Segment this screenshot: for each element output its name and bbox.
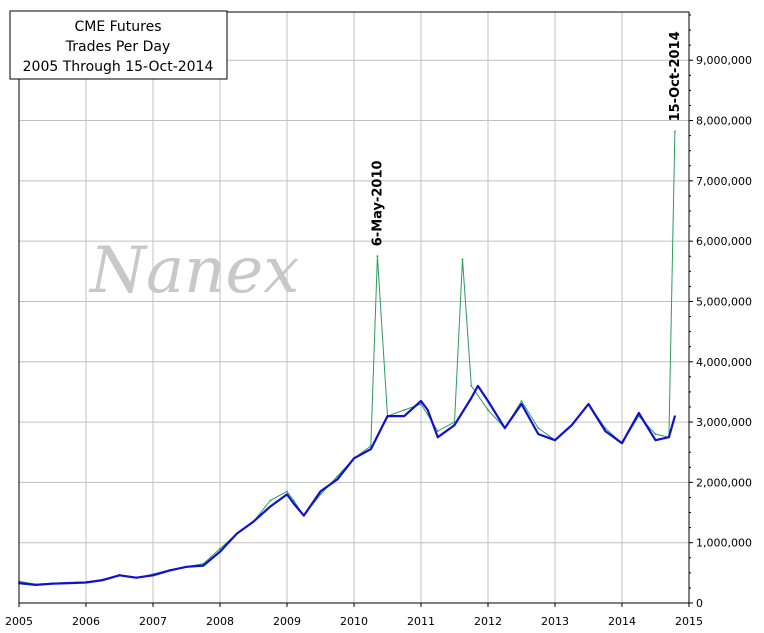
average-point xyxy=(152,574,154,577)
x-tick-label: 2014 xyxy=(608,615,636,628)
daily-point xyxy=(520,400,523,402)
average-point xyxy=(487,400,489,402)
average-point xyxy=(453,424,456,426)
daily-point xyxy=(654,433,657,435)
average-point xyxy=(537,433,540,435)
daily-point xyxy=(336,475,339,478)
title-line-2: Trades Per Day xyxy=(65,39,170,55)
average-point xyxy=(470,397,473,399)
average-point xyxy=(353,457,355,460)
average-point xyxy=(34,584,37,586)
average-point xyxy=(235,532,238,535)
average-point xyxy=(302,514,305,517)
average-point xyxy=(85,581,87,584)
average-point xyxy=(202,564,205,567)
average-point xyxy=(554,439,556,442)
daily-point xyxy=(487,409,489,411)
x-tick-label: 2013 xyxy=(541,615,569,628)
x-tick-label: 2006 xyxy=(72,615,100,628)
average-point xyxy=(426,409,429,411)
daily-point xyxy=(470,385,473,387)
x-tick-label: 2009 xyxy=(273,615,301,628)
grid xyxy=(19,12,689,603)
average-point xyxy=(219,550,221,553)
average-point xyxy=(403,415,406,417)
average-point xyxy=(286,493,288,496)
x-tick-label: 2011 xyxy=(407,615,435,628)
title-box: CME Futures Trades Per Day 2005 Through … xyxy=(9,10,228,80)
daily-point xyxy=(376,255,379,258)
average-point xyxy=(570,424,573,426)
annotation-label: 6-May-2010 xyxy=(370,160,385,246)
y-tick-label: 8,000,000 xyxy=(696,115,752,128)
average-point xyxy=(654,439,657,442)
daily-point xyxy=(403,409,406,411)
average-point xyxy=(369,448,372,451)
x-tick-label: 2007 xyxy=(139,615,167,628)
daily-point xyxy=(674,130,676,133)
average-point xyxy=(621,442,623,445)
y-tick-label: 3,000,000 xyxy=(696,416,752,429)
average-point xyxy=(674,415,676,417)
y-tick-label: 5,000,000 xyxy=(696,295,752,308)
average-point xyxy=(68,582,71,584)
x-tick-label: 2008 xyxy=(206,615,234,628)
daily-point xyxy=(292,499,295,502)
average-point xyxy=(319,490,322,493)
average-point xyxy=(386,415,389,417)
y-tick-label: 9,000,000 xyxy=(696,54,752,67)
y-tick-label: 6,000,000 xyxy=(696,235,752,248)
y-tick-label: 7,000,000 xyxy=(696,175,752,188)
average-point xyxy=(336,478,339,481)
average-point xyxy=(168,569,171,572)
y-tick-label: 2,000,000 xyxy=(696,476,752,489)
average-point xyxy=(292,502,295,505)
average-point xyxy=(101,579,104,581)
average-point xyxy=(252,520,255,523)
x-tick-label: 2012 xyxy=(474,615,502,628)
x-tick-label: 2005 xyxy=(5,615,33,628)
average-point xyxy=(503,427,506,429)
average-point xyxy=(477,385,479,387)
daily-point xyxy=(269,499,272,502)
average-point xyxy=(520,403,523,405)
average-line xyxy=(18,384,676,587)
average-point xyxy=(135,576,138,579)
average-point xyxy=(637,412,640,414)
average-point xyxy=(420,400,422,402)
daily-point xyxy=(219,547,221,550)
title-line-3: 2005 Through 15-Oct-2014 xyxy=(23,59,214,75)
daily-point xyxy=(436,430,439,432)
y-tick-label: 1,000,000 xyxy=(696,537,752,550)
average-point xyxy=(51,582,54,585)
average-point xyxy=(668,436,670,439)
y-axis: 0 1,000,000 2,000,000 3,000,000 4,000,000 5,0… xyxy=(689,14,752,610)
annotation-label: 15-Oct-2014 xyxy=(668,31,683,121)
title-line-1: CME Futures xyxy=(74,19,161,35)
watermark: Nanex xyxy=(88,234,299,308)
average-point xyxy=(118,574,121,577)
daily-point xyxy=(420,403,422,405)
y-tick-label: 0 xyxy=(696,597,703,610)
x-tick-label: 2015 xyxy=(675,615,703,628)
daily-point xyxy=(286,490,288,493)
daily-point xyxy=(537,427,540,429)
x-tick-label: 2010 xyxy=(340,615,368,628)
title-box-frame xyxy=(9,10,228,80)
average-point xyxy=(587,403,590,405)
average-point xyxy=(604,430,607,432)
daily-point xyxy=(461,258,464,261)
x-axis: 2005 2006 2007 2008 2009 2010 2011 2012 2013 2014… xyxy=(5,603,703,628)
average-point xyxy=(436,436,439,439)
y-tick-label: 4,000,000 xyxy=(696,356,752,369)
average-point xyxy=(185,565,188,568)
annotations: 6-May-2010 15-Oct-2014 xyxy=(370,31,682,246)
average-point xyxy=(269,505,272,508)
